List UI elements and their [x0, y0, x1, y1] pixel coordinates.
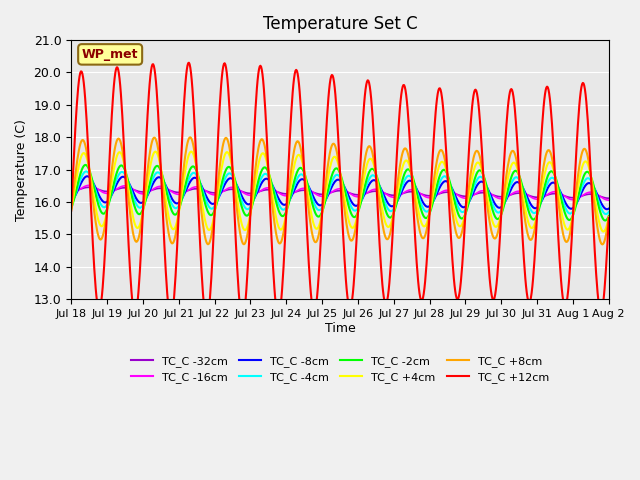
TC_C -16cm: [257, 188, 264, 194]
TC_C -8cm: [426, 203, 434, 209]
Line: TC_C +8cm: TC_C +8cm: [71, 137, 609, 244]
TC_C -2cm: [605, 213, 612, 219]
TC_C -2cm: [131, 204, 139, 210]
TC_C +8cm: [396, 163, 404, 169]
TC_C -4cm: [230, 175, 237, 181]
TC_C -4cm: [602, 211, 610, 217]
TC_C -2cm: [602, 217, 609, 223]
TC_C +12cm: [427, 189, 435, 195]
TC_C +8cm: [257, 138, 264, 144]
TC_C -2cm: [67, 206, 75, 212]
TC_C -32cm: [426, 193, 434, 199]
Line: TC_C -16cm: TC_C -16cm: [71, 185, 609, 200]
TC_C +12cm: [230, 210, 238, 216]
TC_C -16cm: [605, 197, 612, 203]
TC_C -4cm: [277, 205, 285, 211]
TC_C +8cm: [67, 207, 75, 213]
TC_C -4cm: [82, 168, 90, 174]
TC_C -8cm: [605, 206, 612, 212]
TC_C -16cm: [230, 184, 237, 190]
TC_C +8cm: [131, 235, 138, 241]
TC_C +12cm: [131, 311, 138, 316]
Line: TC_C +4cm: TC_C +4cm: [71, 152, 609, 231]
TC_C -2cm: [257, 171, 264, 177]
TC_C -32cm: [230, 186, 237, 192]
Line: TC_C -32cm: TC_C -32cm: [71, 187, 609, 198]
Line: TC_C -8cm: TC_C -8cm: [71, 176, 609, 209]
TC_C -8cm: [67, 198, 75, 204]
TC_C -8cm: [257, 182, 264, 188]
Title: Temperature Set C: Temperature Set C: [262, 15, 417, 33]
TC_C +8cm: [605, 214, 612, 220]
TC_C +4cm: [605, 215, 612, 220]
TC_C +12cm: [397, 98, 404, 104]
TC_C -16cm: [67, 190, 75, 196]
TC_C +12cm: [278, 295, 285, 300]
TC_C -32cm: [277, 190, 285, 196]
TC_C +12cm: [185, 60, 193, 66]
TC_C +4cm: [426, 208, 434, 214]
TC_C -32cm: [67, 188, 75, 194]
TC_C -4cm: [131, 198, 139, 204]
TC_C -32cm: [396, 192, 404, 197]
TC_C +12cm: [605, 215, 612, 221]
TC_C +4cm: [67, 207, 75, 213]
TC_C -8cm: [230, 177, 237, 183]
Line: TC_C +12cm: TC_C +12cm: [71, 63, 609, 319]
TC_C +4cm: [396, 176, 404, 182]
TC_C -2cm: [277, 212, 285, 218]
TC_C -4cm: [605, 209, 612, 215]
TC_C -4cm: [426, 206, 434, 212]
TC_C +8cm: [426, 206, 434, 212]
TC_C +12cm: [203, 316, 211, 322]
TC_C -8cm: [131, 193, 139, 199]
TC_C +4cm: [230, 173, 237, 179]
TC_C -8cm: [603, 206, 611, 212]
TC_C -2cm: [396, 187, 404, 193]
Line: TC_C -2cm: TC_C -2cm: [71, 165, 609, 220]
TC_C -4cm: [396, 191, 404, 196]
TC_C +4cm: [131, 219, 138, 225]
Text: WP_met: WP_met: [82, 48, 138, 61]
TC_C +8cm: [277, 240, 285, 246]
TC_C -8cm: [277, 199, 285, 205]
TC_C -32cm: [605, 195, 612, 201]
TC_C -4cm: [67, 202, 75, 207]
Line: TC_C -4cm: TC_C -4cm: [71, 171, 609, 214]
TC_C -32cm: [131, 187, 139, 193]
TC_C +4cm: [599, 228, 607, 234]
TC_C -32cm: [85, 184, 93, 190]
TC_C +8cm: [230, 178, 237, 183]
TC_C +12cm: [257, 64, 265, 70]
TC_C -16cm: [426, 195, 434, 201]
TC_C +12cm: [67, 208, 75, 214]
TC_C -4cm: [257, 177, 264, 183]
TC_C -16cm: [131, 188, 139, 193]
TC_C -16cm: [85, 182, 93, 188]
TC_C -2cm: [230, 172, 237, 178]
TC_C -2cm: [426, 209, 434, 215]
TC_C -8cm: [396, 193, 404, 199]
TC_C +4cm: [277, 227, 285, 233]
TC_C -8cm: [83, 173, 91, 179]
TC_C +4cm: [257, 154, 264, 160]
TC_C -16cm: [396, 192, 404, 198]
TC_C -32cm: [257, 188, 264, 194]
Legend: TC_C -32cm, TC_C -16cm, TC_C -8cm, TC_C -4cm, TC_C -2cm, TC_C +4cm, TC_C +8cm, T: TC_C -32cm, TC_C -16cm, TC_C -8cm, TC_C …: [127, 351, 554, 387]
TC_C +8cm: [598, 241, 606, 247]
TC_C -2cm: [81, 162, 89, 168]
X-axis label: Time: Time: [324, 322, 355, 335]
TC_C +8cm: [186, 134, 194, 140]
Y-axis label: Temperature (C): Temperature (C): [15, 119, 28, 220]
TC_C +4cm: [187, 149, 195, 155]
TC_C -16cm: [277, 191, 285, 197]
